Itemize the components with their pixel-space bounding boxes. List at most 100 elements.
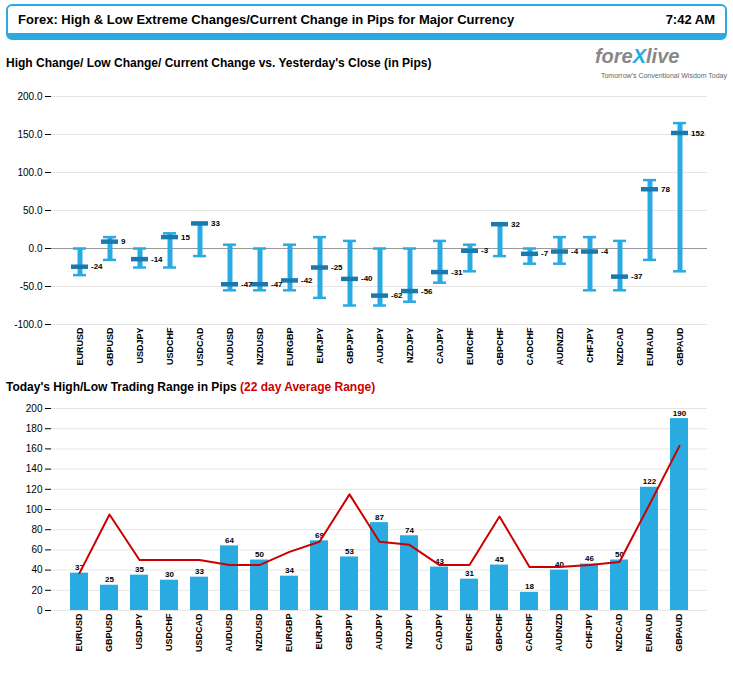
svg-text:120: 120 [26,484,43,495]
svg-text:EURAUD: EURAUD [645,327,655,366]
svg-text:78: 78 [661,185,670,194]
svg-text:GBPAUD: GBPAUD [674,613,684,652]
html-text:fore X live: fore X live [594,45,680,67]
svg-text:EURUSD: EURUSD [75,327,85,366]
html-text:7:42 AM: 7:42 AM [665,12,715,27]
svg-text:GBPJPY: GBPJPY [344,614,354,651]
svg-text:USDCHF: USDCHF [165,327,175,365]
svg-text:-3: -3 [481,246,489,255]
svg-text:190: 190 [673,409,687,418]
svg-text:34: 34 [285,566,294,575]
svg-text:EURCHF: EURCHF [464,613,474,651]
svg-text:-4: -4 [571,247,579,256]
svg-text:-62: -62 [391,291,403,300]
svg-text:CHFJPY: CHFJPY [584,614,594,650]
svg-text:-24: -24 [91,262,103,271]
svg-text:USDCAD: USDCAD [194,613,204,652]
svg-text:160: 160 [26,443,43,454]
svg-text:200.0: 200.0 [17,91,42,102]
svg-text:-40: -40 [361,274,373,283]
svg-text:GBPCHF: GBPCHF [495,327,505,366]
svg-text:60: 60 [31,544,43,555]
svg-text:33: 33 [211,219,220,228]
svg-text:NZDUSD: NZDUSD [254,613,264,651]
svg-text:140: 140 [26,463,43,474]
svg-text:50.0: 50.0 [23,205,43,216]
svg-text:-50.0: -50.0 [20,281,43,292]
svg-text:40: 40 [31,564,43,575]
svg-text:18: 18 [525,582,534,591]
svg-text:-47: -47 [271,280,283,289]
svg-text:EURGBP: EURGBP [285,328,295,367]
svg-text:GBPCHF: GBPCHF [494,613,504,652]
svg-text:53: 53 [345,547,354,556]
svg-text:NZDJPY: NZDJPY [405,328,415,364]
svg-text:EURJPY: EURJPY [314,614,324,650]
svg-text:-14: -14 [151,255,163,264]
svg-text:EURJPY: EURJPY [315,328,325,364]
svg-text:GBPUSD: GBPUSD [104,613,114,652]
svg-text:NZDCAD: NZDCAD [614,613,624,651]
svg-text:31: 31 [465,569,474,578]
svg-text:AUDJPY: AUDJPY [374,614,384,651]
svg-text:-56: -56 [421,287,433,296]
svg-text:0.0: 0.0 [29,243,43,254]
svg-text:GBPUSD: GBPUSD [105,327,115,366]
svg-text:20: 20 [31,585,43,596]
svg-text:-4: -4 [601,247,609,256]
svg-text:152: 152 [691,129,705,138]
svg-text:CADCHF: CADCHF [525,327,535,365]
svg-text:EURCHF: EURCHF [465,327,475,365]
svg-text:200: 200 [26,403,43,414]
svg-text:AUDUSD: AUDUSD [225,327,235,366]
svg-text:100.0: 100.0 [17,167,42,178]
svg-text:15: 15 [181,233,190,242]
html-text:Forex: High & Low Extreme Chan: Forex: High & Low Extreme Changes/Curren… [18,12,515,27]
svg-text:32: 32 [511,220,520,229]
svg-text:180: 180 [26,423,43,434]
svg-text:33: 33 [195,567,204,576]
svg-text:46: 46 [585,554,594,563]
svg-text:CHFJPY: CHFJPY [585,328,595,364]
svg-text:AUDUSD: AUDUSD [224,613,234,652]
svg-text:122: 122 [643,477,657,486]
svg-text:CADJPY: CADJPY [435,328,445,365]
svg-text:50: 50 [255,550,264,559]
svg-text:EURAUD: EURAUD [644,613,654,652]
svg-text:45: 45 [495,555,504,564]
svg-text:-7: -7 [541,249,549,258]
svg-text:35: 35 [135,565,144,574]
svg-text:CADJPY: CADJPY [434,614,444,651]
svg-text:-31: -31 [451,268,463,277]
svg-text:GBPAUD: GBPAUD [675,327,685,366]
svg-text:USDCHF: USDCHF [164,613,174,651]
svg-text:AUDJPY: AUDJPY [375,328,385,365]
svg-text:EURGBP: EURGBP [284,614,294,653]
svg-text:25: 25 [105,575,114,584]
svg-text:USDJPY: USDJPY [134,614,144,650]
svg-text:AUDNZD: AUDNZD [554,613,564,651]
svg-text:100: 100 [26,504,43,515]
svg-text:NZDUSD: NZDUSD [255,327,265,365]
svg-text:NZDJPY: NZDJPY [404,614,414,650]
svg-text:9: 9 [121,237,126,246]
svg-text:-42: -42 [301,276,313,285]
svg-text:-37: -37 [631,272,643,281]
svg-text:30: 30 [165,570,174,579]
svg-text:74: 74 [405,526,414,535]
svg-text:-25: -25 [331,263,343,272]
svg-text:150.0: 150.0 [17,129,42,140]
svg-text:-47: -47 [241,280,253,289]
svg-text:USDJPY: USDJPY [135,328,145,364]
svg-text:GBPJPY: GBPJPY [345,328,355,365]
svg-text:-100.0: -100.0 [14,319,43,330]
svg-text:87: 87 [375,513,384,522]
svg-text:USDCAD: USDCAD [195,327,205,366]
svg-text:AUDNZD: AUDNZD [555,327,565,365]
svg-text:NZDCAD: NZDCAD [615,327,625,365]
svg-text:80: 80 [31,524,43,535]
svg-text:64: 64 [225,536,234,545]
svg-text:EURUSD: EURUSD [74,613,84,652]
svg-text:0: 0 [37,605,43,616]
svg-text:CADCHF: CADCHF [524,613,534,651]
